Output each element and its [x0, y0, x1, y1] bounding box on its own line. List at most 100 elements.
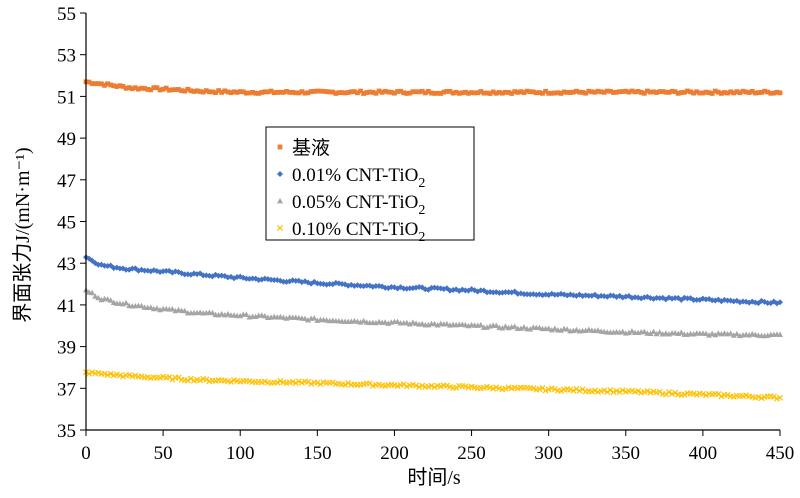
data-point — [558, 91, 564, 96]
data-point — [401, 90, 407, 96]
data-point — [123, 85, 129, 91]
data-point — [163, 85, 169, 91]
y-tick-label: 45 — [57, 213, 76, 234]
data-point — [703, 89, 709, 95]
data-point — [425, 89, 431, 94]
data-point — [459, 90, 465, 96]
data-point — [477, 321, 484, 328]
data-point — [691, 90, 697, 96]
plot-area — [82, 79, 784, 402]
data-point — [663, 89, 669, 95]
data-point — [284, 88, 289, 94]
data-point — [601, 387, 608, 394]
data-point — [533, 90, 539, 96]
data-point — [472, 90, 478, 96]
data-point — [681, 89, 687, 95]
data-point — [503, 89, 508, 95]
data-point — [573, 385, 580, 392]
data-point — [598, 89, 604, 95]
data-point — [434, 322, 441, 328]
data-point — [613, 387, 620, 394]
data-point — [623, 88, 629, 94]
data-point — [228, 90, 234, 96]
data-point — [638, 89, 644, 95]
data-point — [333, 91, 339, 96]
data-point — [271, 90, 277, 96]
data-point — [737, 90, 743, 96]
data-point — [724, 297, 731, 304]
data-point — [213, 90, 218, 96]
data-point — [345, 90, 351, 95]
data-point — [549, 90, 555, 96]
data-point — [438, 91, 444, 96]
data-point — [305, 378, 312, 385]
data-point — [654, 90, 660, 95]
data-point — [268, 88, 274, 94]
data-point — [321, 88, 326, 94]
data-point — [611, 90, 616, 95]
data-point — [765, 89, 771, 95]
data-point — [400, 381, 407, 388]
data-point — [629, 88, 635, 94]
data-point — [619, 328, 626, 335]
data-point — [379, 89, 385, 95]
data-point — [188, 88, 194, 94]
data-point — [653, 330, 660, 337]
data-point — [403, 319, 410, 326]
data-point — [490, 385, 497, 392]
data-point — [475, 90, 481, 96]
data-point — [358, 88, 363, 94]
data-point — [86, 79, 92, 85]
data-point — [752, 90, 758, 96]
data-point — [694, 89, 700, 95]
series-1 — [83, 254, 783, 307]
data-point — [502, 289, 509, 296]
data-point — [555, 90, 561, 96]
data-point — [579, 386, 586, 393]
data-point — [641, 90, 647, 96]
data-point — [355, 90, 360, 96]
data-point — [281, 89, 286, 95]
data-point — [574, 88, 579, 94]
data-point — [203, 88, 209, 94]
data-point — [403, 383, 410, 390]
data-point — [407, 90, 413, 96]
data-point — [237, 89, 243, 94]
data-point — [493, 322, 500, 328]
data-point — [179, 88, 185, 94]
data-point — [678, 329, 685, 335]
data-point — [487, 91, 493, 96]
data-point — [388, 89, 394, 95]
data-point — [363, 282, 370, 289]
data-point — [678, 90, 684, 95]
data-point — [502, 323, 509, 329]
data-point — [295, 378, 302, 385]
data-point — [250, 89, 255, 95]
x-tick-label: 300 — [534, 443, 563, 464]
data-point — [259, 90, 265, 95]
x-tick-label: 50 — [154, 443, 173, 464]
data-point — [367, 89, 373, 95]
data-point — [478, 89, 484, 94]
data-point — [117, 83, 123, 89]
data-point — [545, 325, 552, 331]
data-point — [129, 86, 135, 92]
data-point — [342, 381, 349, 388]
data-point — [672, 89, 678, 95]
data-point — [153, 305, 160, 311]
data-point — [225, 89, 231, 95]
data-point — [86, 370, 93, 377]
data-point — [373, 90, 379, 96]
data-point — [406, 321, 413, 327]
data-point — [234, 89, 240, 95]
data-point — [382, 319, 389, 325]
legend-entry-0: 基液 — [292, 137, 330, 159]
data-point — [154, 85, 160, 91]
data-point — [702, 392, 709, 399]
data-point — [329, 379, 336, 386]
data-point — [619, 387, 626, 394]
data-point — [777, 299, 783, 306]
data-point — [240, 89, 246, 95]
data-point — [123, 299, 130, 306]
data-point — [432, 90, 437, 96]
